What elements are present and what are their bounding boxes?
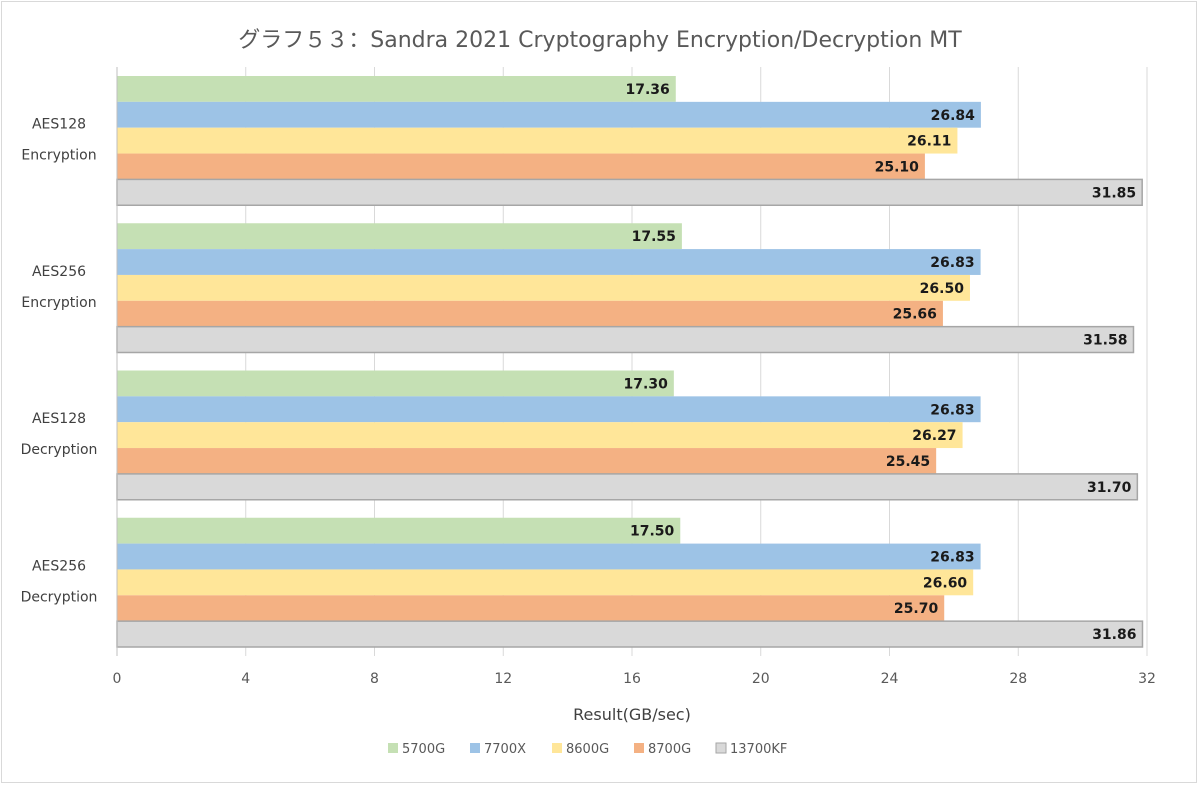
legend-label: 8600G [566, 742, 609, 757]
data-label: 26.60 [923, 575, 968, 591]
data-label: 25.70 [894, 601, 939, 617]
bar-5700g [117, 76, 676, 102]
x-tick-label: 20 [752, 671, 770, 687]
bar-5700g [117, 370, 674, 397]
category-label: AES128 [32, 117, 86, 133]
data-label: 31.70 [1087, 480, 1132, 496]
legend-label: 8700G [648, 742, 691, 757]
legend-swatch-13700kf [715, 742, 727, 754]
bar-7700x [117, 101, 981, 128]
bar-7700x [117, 249, 981, 275]
bar-8700g [117, 153, 925, 180]
bar-13700kf [116, 178, 1143, 206]
category-label: AES256 [32, 558, 86, 574]
data-label: 26.83 [930, 402, 974, 418]
x-tick-label: 4 [241, 671, 250, 687]
bar-8600g [117, 422, 963, 449]
bar-8600g [117, 127, 958, 154]
bar-5700g [117, 223, 682, 250]
data-label: 25.10 [875, 159, 920, 175]
bar-8600g [117, 569, 974, 596]
legend-swatch-8600g [552, 743, 562, 753]
data-label: 26.83 [930, 550, 974, 566]
bar-13700kf [116, 473, 1139, 501]
category-label: Encryption [21, 295, 96, 311]
data-label: 26.27 [912, 428, 956, 444]
data-label: 26.50 [920, 281, 965, 297]
category-label: AES128 [32, 411, 86, 427]
bar-8700g [117, 300, 943, 327]
x-tick-label: 8 [370, 671, 379, 687]
bar-8700g [117, 595, 945, 622]
x-tick-label: 28 [1009, 671, 1027, 687]
x-tick-label: 12 [494, 671, 512, 687]
legend-swatch-5700g [388, 743, 398, 753]
data-label: 25.66 [893, 307, 937, 323]
bar-7700x [117, 396, 981, 423]
data-label: 31.58 [1083, 333, 1127, 349]
data-label: 17.55 [632, 229, 676, 245]
data-label: 25.45 [886, 454, 930, 470]
bar-8600g [117, 274, 970, 301]
data-label: 17.30 [624, 376, 669, 392]
axes: 0 4 8 12 16 20 24 28 32 AES128 Encryption AES256 Enc… [21, 67, 1156, 687]
data-label: 26.84 [931, 108, 976, 124]
bar-13700kf [116, 325, 1135, 354]
data-label: 17.50 [630, 524, 675, 540]
bar-5700g [117, 517, 681, 544]
legend-label: 13700KF [730, 742, 787, 757]
bar-13700kf [116, 620, 1144, 648]
x-tick-label: 0 [113, 671, 122, 687]
data-label: 31.86 [1092, 627, 1136, 643]
legend: 5700G 7700X 8600G 8700G 13700KF [388, 742, 787, 757]
legend-label: 5700G [402, 742, 445, 757]
legend-swatch-8700g [634, 743, 644, 753]
value-labels: 17.36 26.84 26.11 25.10 31.85 17.55 26.83 26.50… [624, 82, 1137, 643]
legend-label: 7700X [484, 742, 526, 757]
category-label: Decryption [21, 589, 98, 605]
bars [116, 76, 1144, 648]
data-label: 26.11 [907, 134, 951, 150]
data-label: 31.85 [1092, 185, 1136, 201]
x-axis-title: Result(GB/sec) [573, 705, 691, 724]
data-label: 26.83 [930, 255, 974, 271]
chart-title: グラフ５３：Sandra 2021 Cryptography Encryptio… [238, 28, 962, 53]
x-tick-label: 16 [623, 671, 641, 687]
bar-8700g [117, 448, 937, 474]
data-label: 17.36 [625, 82, 669, 98]
bar-7700x [117, 543, 981, 570]
x-tick-label: 32 [1138, 671, 1156, 687]
category-label: Decryption [21, 442, 98, 458]
category-label: AES256 [32, 264, 86, 280]
legend-swatch-7700x [470, 743, 480, 753]
category-label: Encryption [21, 148, 96, 164]
x-tick-label: 24 [881, 671, 899, 687]
